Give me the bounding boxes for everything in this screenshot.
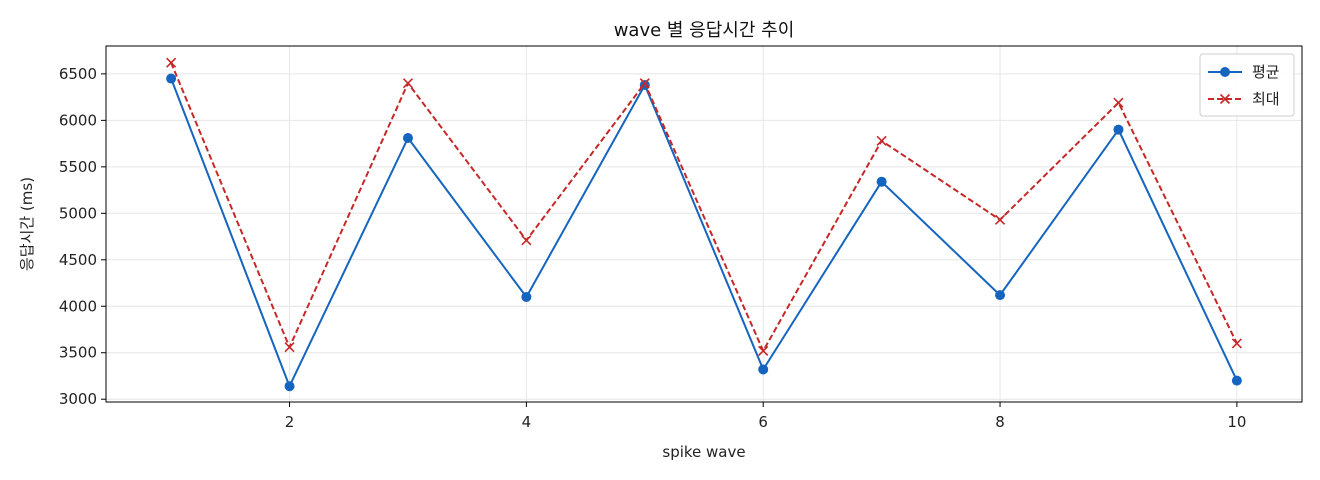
plot-frame <box>105 45 1303 403</box>
chart-title: wave 별 응답시간 추이 <box>614 20 795 41</box>
series-2 <box>166 57 1242 356</box>
data-point <box>166 57 177 68</box>
ticks: 2 4 6 8 10 3000 3500 4000 4500 5000 5500 6000 6500 <box>59 65 1247 431</box>
legend-marker <box>1220 67 1230 77</box>
y-tick-label: 3500 <box>59 344 97 362</box>
series-line <box>170 62 1238 352</box>
legend-label: 평균 <box>1252 63 1280 81</box>
data-point <box>521 291 532 302</box>
legend-marker <box>1219 93 1231 105</box>
data-point <box>166 73 177 84</box>
data-point <box>402 78 414 89</box>
x-tick-label: 4 <box>522 413 532 431</box>
x-tick-label: 10 <box>1227 413 1246 431</box>
x-tick-label: 6 <box>758 413 768 431</box>
data-point <box>284 342 295 353</box>
y-tick-label: 6500 <box>59 65 97 83</box>
y-axis-label: 응답시간 (ms) <box>18 177 36 271</box>
data-point <box>758 364 769 375</box>
series-layer <box>166 57 1242 392</box>
data-point <box>876 135 887 146</box>
y-tick-label: 4000 <box>59 297 97 315</box>
data-point <box>521 235 532 246</box>
series-1 <box>166 73 1242 392</box>
legend-label: 최대 <box>1252 90 1280 108</box>
y-tick-label: 6000 <box>59 111 97 129</box>
data-point <box>402 133 413 144</box>
data-point <box>1113 124 1124 135</box>
y-tick-label: 3000 <box>59 390 97 408</box>
y-tick-label: 5000 <box>59 204 97 222</box>
data-point <box>1231 338 1242 349</box>
data-point <box>994 214 1006 225</box>
series-line <box>170 78 1238 388</box>
data-point <box>876 176 887 187</box>
data-point <box>758 345 769 356</box>
x-axis-label: spike wave <box>662 443 745 461</box>
x-tick-label: 2 <box>285 413 295 431</box>
data-point <box>995 290 1006 301</box>
data-point <box>639 78 650 89</box>
legend-box <box>1199 53 1295 117</box>
y-tick-label: 5500 <box>59 158 97 176</box>
y-tick-label: 4500 <box>59 251 97 269</box>
data-point <box>1113 97 1124 108</box>
x-tick-label: 8 <box>995 413 1005 431</box>
data-point <box>1231 375 1242 386</box>
data-point <box>284 381 295 392</box>
